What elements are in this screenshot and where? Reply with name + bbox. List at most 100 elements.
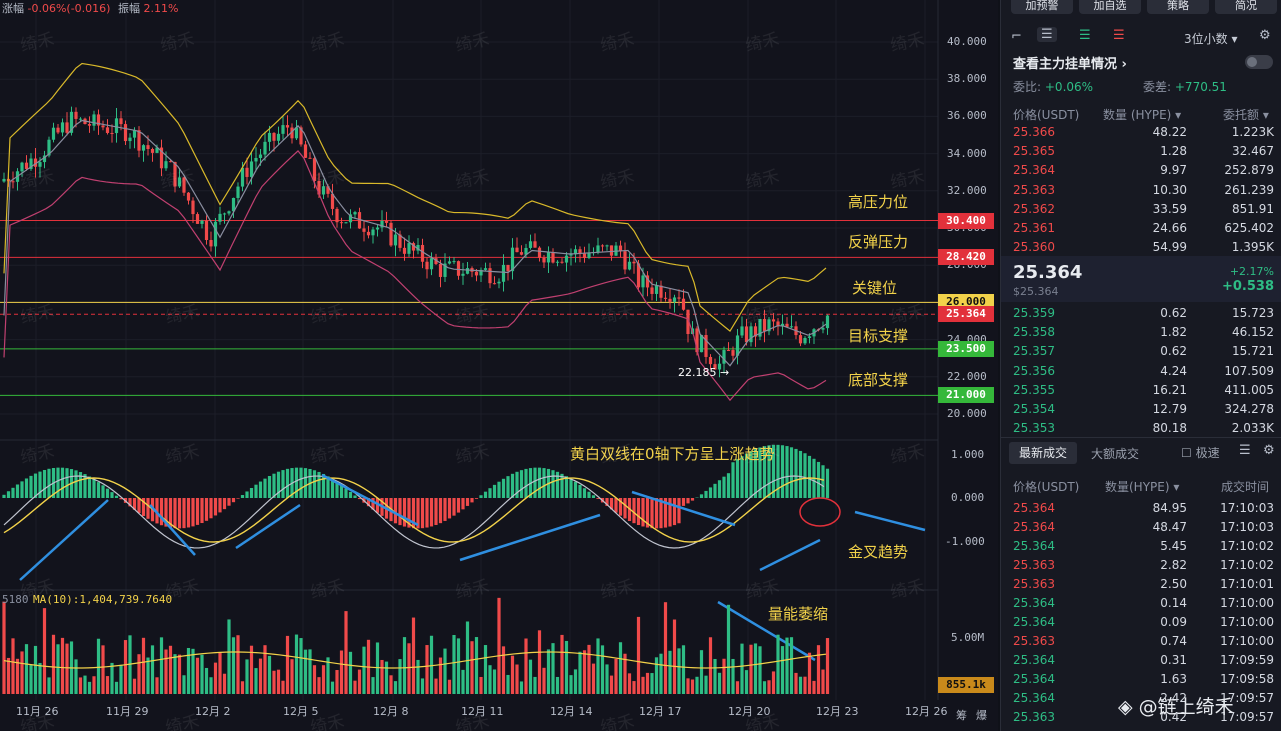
- macd-bar: [506, 476, 510, 498]
- candle-body: [389, 222, 393, 246]
- candle-body: [762, 319, 767, 332]
- candle-body: [573, 249, 578, 255]
- macd-bar: [677, 498, 681, 524]
- volume-bar: [416, 659, 420, 694]
- axis-corner-left[interactable]: 筹: [956, 709, 967, 722]
- candle-body: [785, 323, 789, 327]
- strategy-button[interactable]: 策略: [1147, 0, 1209, 14]
- macd-bar: [708, 487, 713, 498]
- bids-row[interactable]: 25.357 0.62 15.721: [1001, 342, 1281, 361]
- macd-bar: [411, 498, 416, 529]
- macd-bar: [20, 481, 24, 498]
- ob-header-qty[interactable]: 数量 (HYPE) ▾: [1103, 108, 1182, 122]
- volume-bar: [479, 676, 483, 694]
- macd-bar: [312, 470, 317, 498]
- trade-qty: 0.09: [1160, 615, 1187, 629]
- orderbook-both-icon[interactable]: ☰: [1037, 27, 1057, 42]
- macd-bar: [569, 478, 573, 498]
- price-cell: 25.354: [1013, 402, 1055, 416]
- trade-row: 25.364 0.14 17:10:00: [1001, 594, 1281, 613]
- change-percent: +2.17%: [1229, 265, 1274, 278]
- asks-row[interactable]: 25.365 1.28 32.467: [1001, 142, 1281, 161]
- trade-price: 25.364: [1013, 520, 1055, 534]
- main-orders-link[interactable]: 查看主力挂单情况 ›: [1013, 53, 1127, 72]
- candle-body: [708, 356, 713, 365]
- chart-area[interactable]: 涨幅 -0.06%(-0.016) 振幅 2.11% 40.000 38.000 3…: [0, 0, 1206, 731]
- amount-cell: 46.152: [1232, 325, 1274, 340]
- add-watchlist-button[interactable]: 加自选: [1079, 0, 1141, 14]
- tab-large-trades[interactable]: 大额成交: [1091, 447, 1140, 461]
- asks-row[interactable]: 25.364 9.97 252.879: [1001, 161, 1281, 180]
- bids-row[interactable]: 25.353 80.18 2.033K: [1001, 419, 1281, 438]
- qty-cell: 0.62: [1160, 306, 1187, 320]
- add-alert-button[interactable]: 加预警: [1011, 0, 1073, 14]
- candle-body: [38, 162, 42, 167]
- bids-row[interactable]: 25.355 16.21 411.005: [1001, 381, 1281, 400]
- orderbook-bids-icon[interactable]: ☰: [1079, 28, 1091, 43]
- bollinger-middle: [3, 119, 827, 367]
- candlestick-chart[interactable]: [0, 0, 998, 731]
- overview-button[interactable]: 简况: [1215, 0, 1277, 14]
- ratio-value: +0.06%: [1044, 80, 1094, 94]
- asks-row[interactable]: 25.366 48.22 1.223K: [1001, 123, 1281, 142]
- volume-bar: [353, 680, 357, 694]
- candle-body: [474, 271, 479, 276]
- qty-cell: 54.99: [1152, 240, 1187, 255]
- asks-row[interactable]: 25.361 24.66 625.402: [1001, 219, 1281, 238]
- speed-checkbox[interactable]: ☐ 极速: [1181, 444, 1220, 461]
- trade-time: 17:09:59: [1220, 653, 1274, 667]
- candle-body: [258, 154, 263, 158]
- layout-icon[interactable]: ⌐: [1011, 29, 1022, 44]
- trade-row: 25.364 0.09 17:10:00: [1001, 613, 1281, 632]
- settings-icon[interactable]: ⚙: [1259, 28, 1271, 43]
- macd-bar: [425, 498, 429, 528]
- trade-price: 25.364: [1013, 691, 1055, 705]
- asks-row[interactable]: 25.360 54.99 1.395K: [1001, 238, 1281, 257]
- candle-body: [240, 167, 245, 187]
- candle-body: [294, 127, 299, 139]
- bids-row[interactable]: 25.354 12.79 324.278: [1001, 400, 1281, 419]
- asks-row[interactable]: 25.362 33.59 851.91: [1001, 200, 1281, 219]
- ratio-row: 委比: +0.06%: [1013, 78, 1093, 95]
- filter-icon[interactable]: ☰: [1239, 443, 1251, 458]
- volume-bar: [114, 681, 119, 694]
- bids-row[interactable]: 25.358 1.82 46.152: [1001, 323, 1281, 342]
- candle-body: [330, 193, 335, 209]
- candle-body: [627, 261, 632, 270]
- candle-body: [506, 264, 510, 272]
- volume-bar: [690, 679, 695, 694]
- annotation-target-support: 目标支撑: [848, 327, 909, 345]
- candle-body: [114, 118, 119, 134]
- ob-header-amount[interactable]: 委托额 ▾: [1223, 108, 1269, 122]
- volume-bar: [411, 617, 416, 694]
- decimals-select[interactable]: 3位小数 ▾: [1184, 30, 1238, 47]
- axis-corner-right[interactable]: 爆: [976, 709, 987, 722]
- candle-body: [137, 130, 141, 151]
- trade-header-time: 成交时间: [1221, 480, 1270, 494]
- macd-bar: [42, 469, 47, 498]
- main-orders-toggle[interactable]: [1245, 55, 1273, 69]
- volume-bar: [618, 642, 623, 694]
- price-cell: 25.363: [1013, 182, 1055, 197]
- trade-settings-icon[interactable]: ⚙: [1263, 443, 1275, 458]
- volume-bar: [87, 681, 92, 694]
- macd-bar: [110, 492, 114, 498]
- trade-header-qty[interactable]: 数量(HYPE) ▾: [1105, 480, 1180, 494]
- volume-bar: [348, 651, 353, 694]
- volume-bar: [317, 677, 321, 694]
- macd-bar: [348, 491, 353, 498]
- volume-bar: [150, 645, 155, 694]
- candle-body: [411, 243, 416, 251]
- bids-row[interactable]: 25.356 4.24 107.509: [1001, 362, 1281, 381]
- volume-bar: [474, 637, 479, 694]
- candle-body: [254, 157, 258, 162]
- macd-bar: [497, 481, 501, 498]
- macd-bar: [213, 498, 218, 516]
- asks-row[interactable]: 25.363 10.30 261.239: [1001, 181, 1281, 200]
- orderbook-asks-icon[interactable]: ☰: [1113, 28, 1125, 43]
- bids-row[interactable]: 25.359 0.62 15.723: [1001, 304, 1281, 323]
- qty-cell: 80.18: [1152, 421, 1187, 436]
- annotation-golden-cross: 金叉趋势: [848, 543, 909, 561]
- candle-body: [65, 122, 69, 133]
- tab-latest-trades[interactable]: 最新成交: [1009, 442, 1077, 464]
